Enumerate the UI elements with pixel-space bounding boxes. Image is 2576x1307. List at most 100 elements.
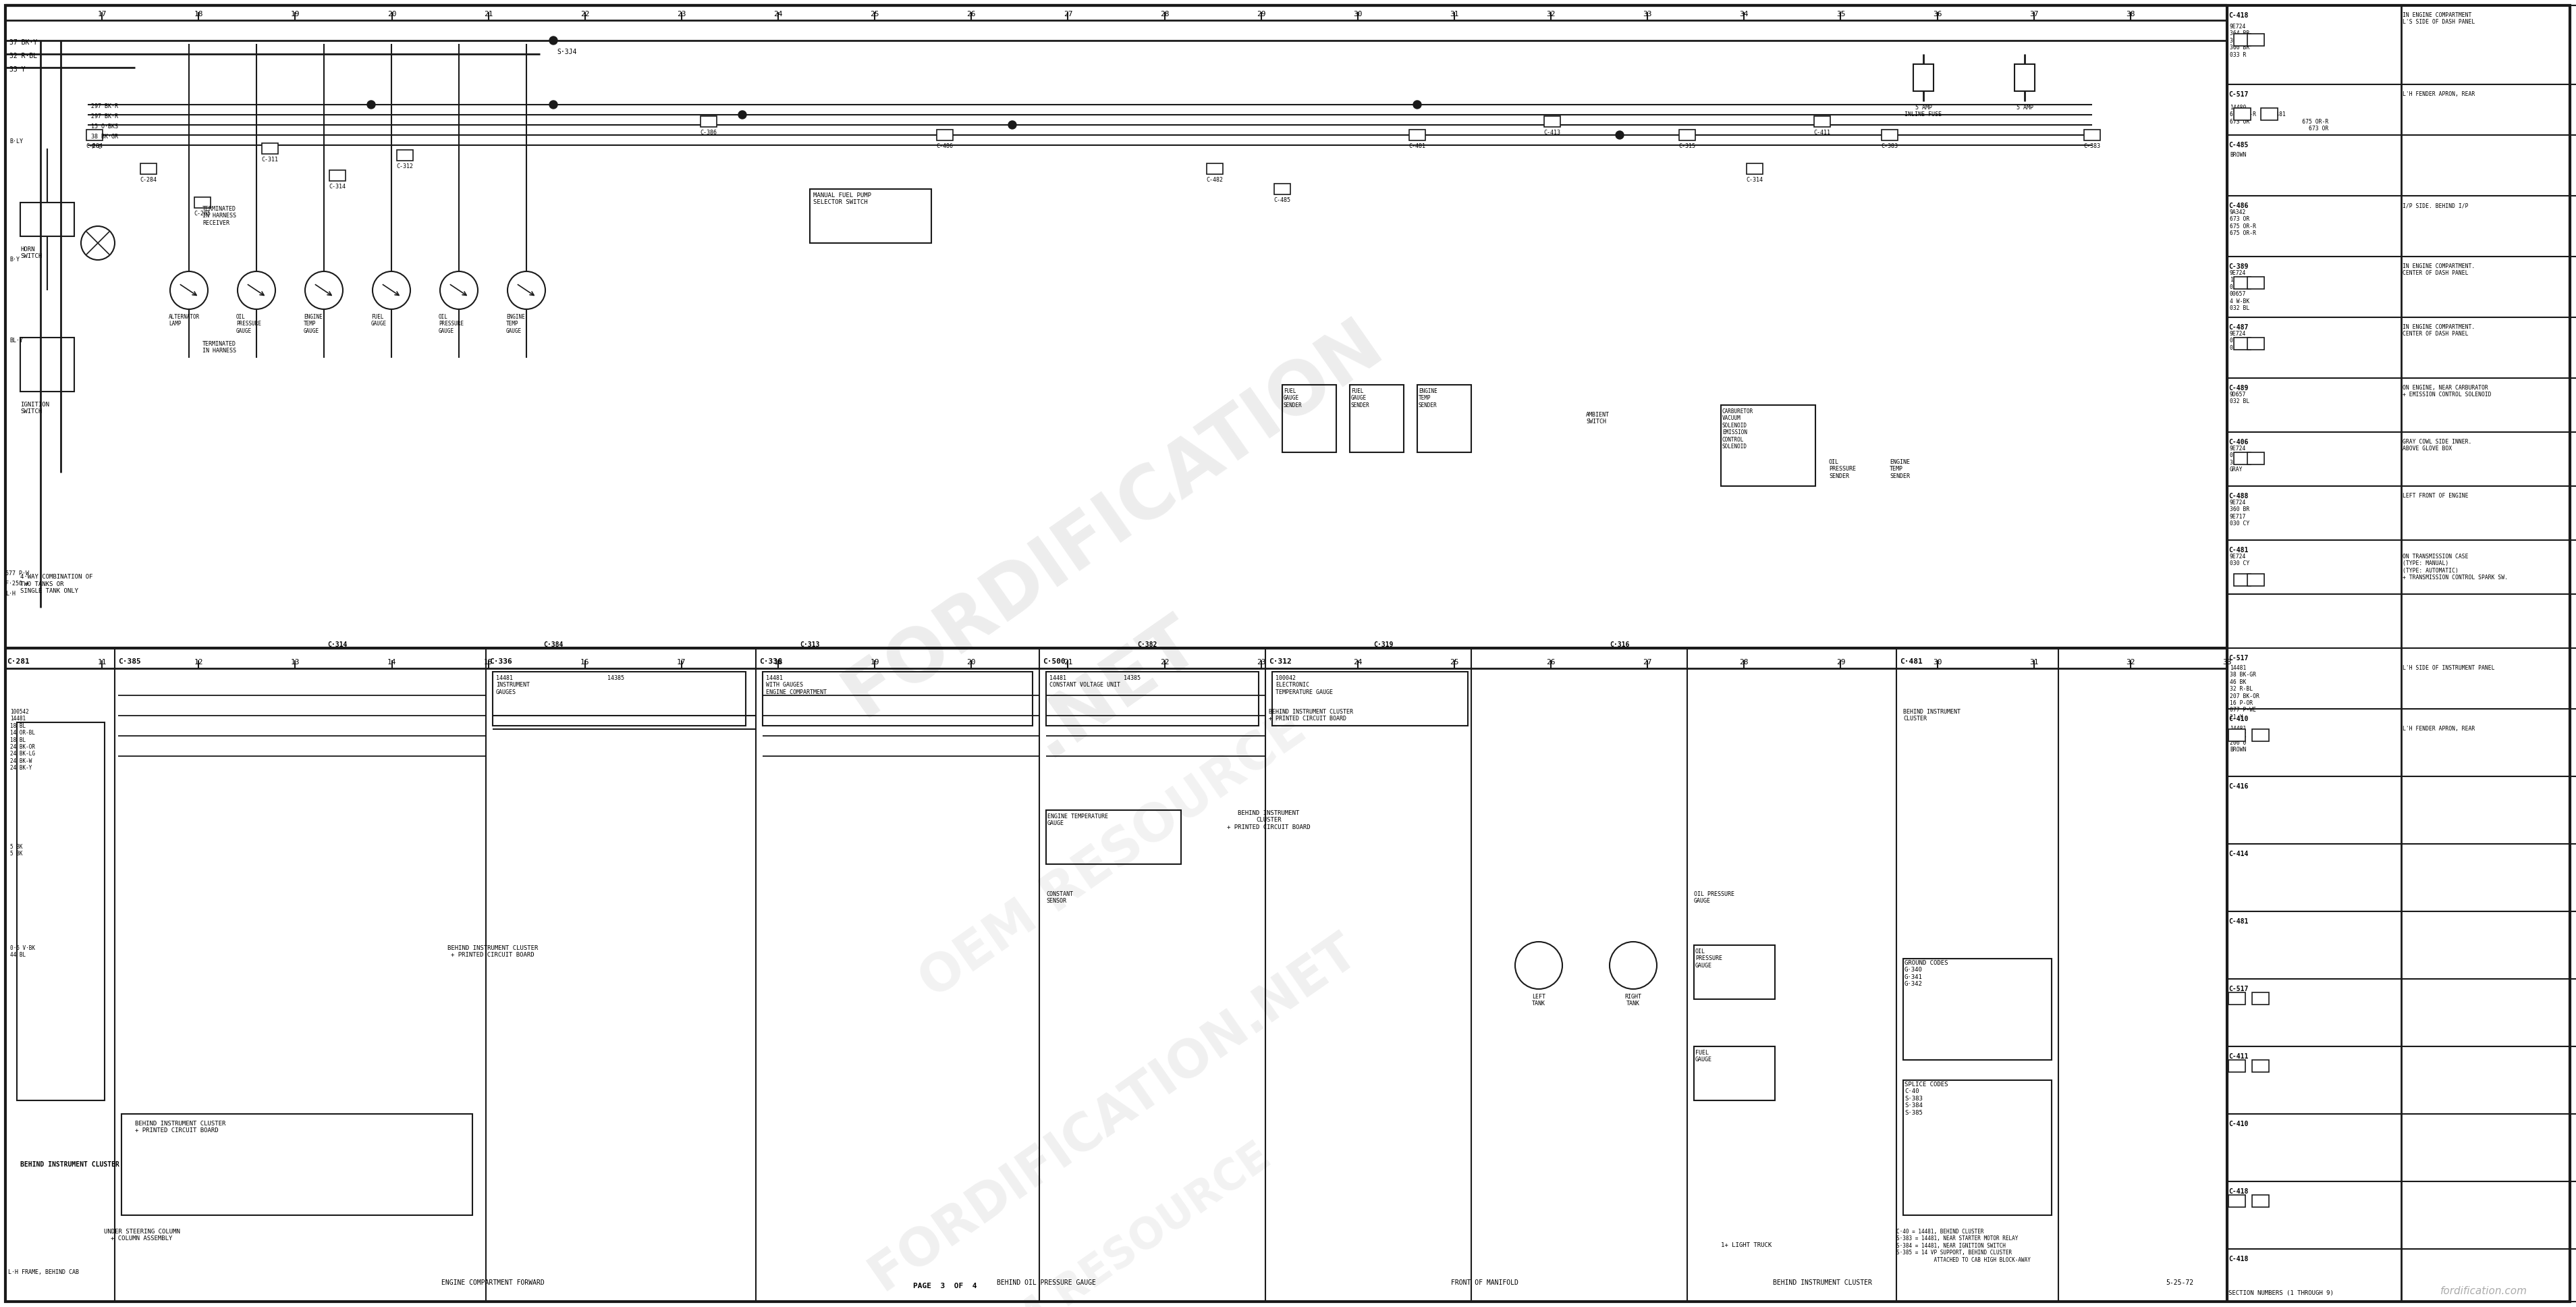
Bar — [1046, 672, 1260, 725]
Bar — [1283, 384, 1337, 452]
Text: BEHIND INSTRUMENT CLUSTER
+ PRINTED CIRCUIT BOARD: BEHIND INSTRUMENT CLUSTER + PRINTED CIRC… — [134, 1120, 227, 1133]
Text: 31: 31 — [2030, 659, 2038, 665]
Text: C-486: C-486 — [2228, 203, 2249, 209]
Text: 26: 26 — [1546, 659, 1556, 665]
Text: C-418: C-418 — [2228, 1188, 2249, 1195]
Bar — [1275, 183, 1291, 195]
Text: C-311: C-311 — [263, 157, 278, 162]
Bar — [21, 337, 75, 392]
Text: 24: 24 — [1352, 659, 1363, 665]
Text: C-485: C-485 — [1273, 197, 1291, 203]
Bar — [1046, 810, 1180, 864]
Text: OIL
PRESSURE
GAUGE: OIL PRESSURE GAUGE — [237, 314, 260, 335]
Bar — [2262, 108, 2277, 120]
Text: 9E724
360 BR
9E717
030 CY: 9E724 360 BR 9E717 030 CY — [2231, 499, 2249, 527]
Text: TERMINATED
IN HARNESS
RECEIVER: TERMINATED IN HARNESS RECEIVER — [204, 207, 237, 226]
Text: ENGINE
TEMP
GAUGE: ENGINE TEMP GAUGE — [304, 314, 322, 335]
Text: 30: 30 — [1932, 659, 1942, 665]
Text: C-482: C-482 — [1206, 176, 1224, 183]
Text: 23: 23 — [1257, 659, 1265, 665]
Text: 14480
675 OR-R    14481
673 OR                675 OR-R
                        6: 14480 675 OR-R 14481 673 OR 675 OR-R 6 — [2231, 105, 2329, 132]
Circle shape — [549, 101, 556, 108]
Text: BROWN: BROWN — [2231, 152, 2246, 158]
Bar — [762, 672, 1033, 725]
Text: 27: 27 — [1064, 10, 1072, 17]
Text: 14481
38 BK-GR
46 BK
32 R-BL
207 BK-OR
16 P-OR
077 P-WE
21 Y: 14481 38 BK-GR 46 BK 32 R-BL 207 BK-OR 1… — [2231, 665, 2259, 720]
Text: 27: 27 — [1643, 659, 1651, 665]
Text: C-517: C-517 — [2228, 985, 2249, 992]
Text: 20: 20 — [386, 10, 397, 17]
Text: 18: 18 — [773, 659, 783, 665]
Text: FORDIFICATION: FORDIFICATION — [832, 306, 1396, 731]
Text: 19: 19 — [291, 10, 299, 17]
Text: IGNITION
SWITCH: IGNITION SWITCH — [21, 401, 49, 414]
Bar — [2251, 1195, 2269, 1208]
Text: ENGINE
TEMP
SENDER: ENGINE TEMP SENDER — [1891, 459, 1909, 480]
Bar — [1350, 384, 1404, 452]
Text: 14: 14 — [386, 659, 397, 665]
Text: 4·WAY COMBINATION OF
TWO TANKS OR
SINGLE TANK ONLY: 4·WAY COMBINATION OF TWO TANKS OR SINGLE… — [21, 574, 93, 595]
Text: C-411: C-411 — [2228, 1053, 2249, 1060]
Text: S·3J4: S·3J4 — [556, 48, 577, 55]
Text: LEFT FRONT OF ENGINE: LEFT FRONT OF ENGINE — [2403, 493, 2468, 499]
Text: IN ENGINE COMPARTMENT.
CENTER OF DASH PANEL: IN ENGINE COMPARTMENT. CENTER OF DASH PA… — [2403, 324, 2476, 337]
Bar — [2233, 34, 2251, 46]
Bar — [1747, 163, 1762, 174]
Text: C·40 = 14481, BEHIND CLUSTER
S·383 = 14481, NEAR STARTER MOTOR RELAY
S·384 = 144: C·40 = 14481, BEHIND CLUSTER S·383 = 144… — [1896, 1229, 2030, 1263]
Bar — [1543, 116, 1561, 127]
Text: FORDIFICATION.NET: FORDIFICATION.NET — [860, 925, 1368, 1300]
Text: C·382: C·382 — [1139, 642, 1157, 648]
Bar — [1721, 405, 1816, 486]
Text: C-487: C-487 — [2228, 324, 2249, 331]
Text: GRAY COWL SIDE INNER.
ABOVE GLOVE BOX: GRAY COWL SIDE INNER. ABOVE GLOVE BOX — [2403, 439, 2470, 452]
Bar — [701, 116, 716, 127]
Text: 38 BK·GR: 38 BK·GR — [90, 133, 118, 140]
Bar — [809, 190, 933, 243]
Text: C-486: C-486 — [938, 144, 953, 149]
Text: 34: 34 — [1739, 10, 1749, 17]
Text: 15 O·BKS: 15 O·BKS — [90, 124, 118, 129]
Text: 9E724
030 CY: 9E724 030 CY — [2231, 554, 2249, 567]
Bar — [21, 203, 75, 237]
Text: C-383: C-383 — [1880, 144, 1899, 149]
Text: BEHIND INSTRUMENT
CLUSTER
+ PRINTED CIRCUIT BOARD: BEHIND INSTRUMENT CLUSTER + PRINTED CIRC… — [1226, 810, 1311, 830]
Bar — [1695, 945, 1775, 999]
Text: FUEL
GAUGE
SENDER: FUEL GAUGE SENDER — [1350, 388, 1370, 408]
Text: 14481                            14385
INSTRUMENT
GAUGES: 14481 14385 INSTRUMENT GAUGES — [497, 676, 623, 695]
Text: C-481: C-481 — [1409, 144, 1425, 149]
Bar — [2084, 129, 2099, 140]
Text: CONSTANT
SENSOR: CONSTANT SENSOR — [1046, 891, 1074, 904]
Bar — [1814, 116, 1832, 127]
Text: 297 BK·R: 297 BK·R — [90, 103, 118, 110]
Text: C·319: C·319 — [1373, 642, 1394, 648]
Text: C-413: C-413 — [1543, 129, 1561, 136]
Circle shape — [368, 101, 376, 108]
Text: 5 BK
5 BK: 5 BK 5 BK — [10, 844, 23, 857]
Text: 22: 22 — [1159, 659, 1170, 665]
Text: CARBURETOR
VACUUM
SOLENOID
EMISSION
CONTROL
SOLENOID: CARBURETOR VACUUM SOLENOID EMISSION CONT… — [1723, 408, 1754, 450]
Text: C-488: C-488 — [2228, 493, 2249, 499]
Circle shape — [1007, 120, 1018, 129]
Bar — [18, 723, 106, 1100]
Text: PAGE  3  OF  4: PAGE 3 OF 4 — [912, 1282, 976, 1290]
Bar — [397, 150, 412, 161]
Text: B·Y: B·Y — [10, 256, 21, 263]
Bar — [2233, 337, 2251, 350]
Text: IN ENGINE COMPARTMENT.
CENTER OF DASH PANEL: IN ENGINE COMPARTMENT. CENTER OF DASH PA… — [2403, 263, 2476, 276]
Text: fordification.com: fordification.com — [2439, 1286, 2527, 1297]
Text: C·314: C·314 — [327, 642, 348, 648]
Text: C·313: C·313 — [801, 642, 819, 648]
Text: 100542
14481
18 BL
14 OR-BL
18 BL
24 BK-OR
24 BK-LG
24 BK-W
24 BK-Y: 100542 14481 18 BL 14 OR-BL 18 BL 24 BK-… — [10, 708, 36, 771]
Text: 5-25-72: 5-25-72 — [2166, 1280, 2192, 1286]
Bar — [139, 163, 157, 174]
Bar — [1206, 163, 1224, 174]
Text: C·481: C·481 — [1899, 659, 1922, 665]
Text: BEHIND INSTRUMENT CLUSTER
+ PRINTED CIRCUIT BOARD: BEHIND INSTRUMENT CLUSTER + PRINTED CIRC… — [448, 945, 538, 958]
Bar — [2251, 992, 2269, 1005]
Text: 0·6 V·BK
44 BL: 0·6 V·BK 44 BL — [10, 945, 36, 958]
Text: C-410: C-410 — [2228, 716, 2249, 723]
Bar — [88, 129, 103, 140]
Text: SPLICE CODES
C·40
S·383
S·384
S·385: SPLICE CODES C·40 S·383 S·384 S·385 — [1904, 1081, 1947, 1116]
Bar — [1409, 129, 1425, 140]
Text: 29: 29 — [1257, 10, 1265, 17]
